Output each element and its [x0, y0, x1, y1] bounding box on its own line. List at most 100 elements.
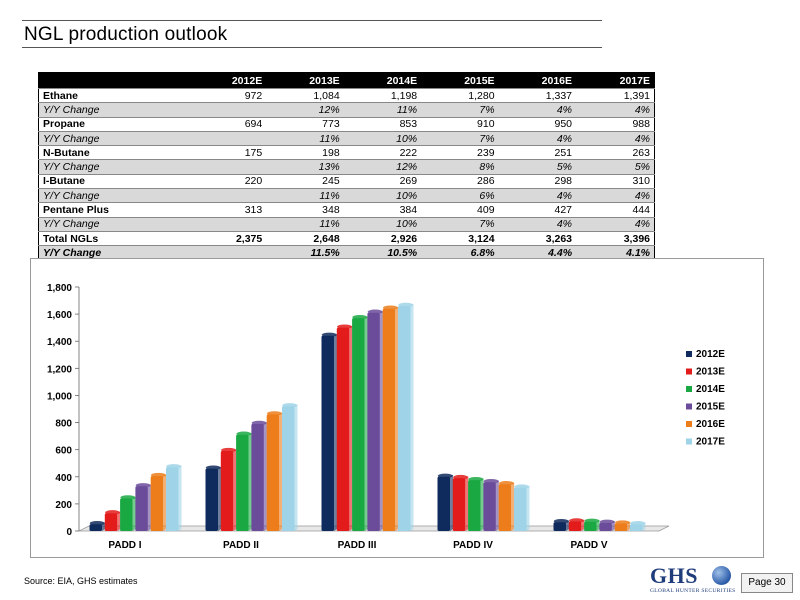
bar — [614, 523, 628, 531]
table-row: Pentane Plus 313 348 384 409 427 444 — [38, 202, 655, 218]
table-header-row: 2012E 2013E 2014E 2015E 2016E 2017E — [38, 72, 655, 89]
table-cell: 298 — [498, 173, 577, 189]
legend-label: 2012E — [696, 349, 725, 360]
table-cell: 6.8% — [421, 245, 499, 261]
bar — [483, 482, 496, 531]
table-row: Ethane 972 1,084 1,198 1,280 1,337 1,391 — [38, 87, 655, 103]
y-tick-label: 0 — [66, 527, 72, 538]
table-cell: 4% — [498, 130, 577, 146]
table-cell: 5% — [498, 159, 577, 175]
table-cell: 10.5% — [343, 245, 422, 261]
x-category-label: PADD I — [108, 540, 141, 551]
table-cell: 222 — [343, 145, 422, 160]
row-label: Y/Y Change — [38, 102, 189, 118]
bar-top-cap — [120, 495, 136, 500]
x-category-label: PADD III — [338, 540, 377, 551]
column-header: 2016E — [498, 72, 577, 89]
table-row: I-Butane 220 245 269 286 298 310 — [38, 173, 655, 189]
bar-side-face — [410, 303, 414, 531]
table-cell: 348 — [266, 202, 344, 218]
y-tick-label: 800 — [55, 419, 72, 430]
table-cell — [188, 216, 267, 232]
page-title: NGL production outlook — [24, 24, 228, 45]
table-cell: 251 — [498, 145, 577, 160]
table-cell: 4.4% — [498, 245, 577, 261]
bar-top-cap — [205, 465, 221, 470]
bar — [584, 521, 597, 531]
bar — [437, 476, 450, 531]
chart-container: 0 200 400 600 800 1,000 1,200 1,400 1,600 1,800 PA… — [30, 258, 764, 558]
bar — [135, 486, 148, 531]
column-header: 2012E — [188, 72, 267, 89]
title-top-rule — [22, 20, 602, 21]
row-label: Y/Y Change — [38, 245, 189, 261]
table-cell: 1,391 — [576, 87, 655, 103]
bar — [120, 498, 133, 531]
bar-side-face — [450, 474, 453, 531]
row-label: Y/Y Change — [38, 216, 189, 232]
bar-side-face — [147, 484, 151, 531]
bar-top-cap — [151, 472, 166, 478]
bar — [398, 305, 411, 531]
row-label: Propane — [38, 116, 189, 132]
bar — [367, 312, 380, 531]
row-label: Ethane — [38, 87, 189, 103]
table-cell: 11% — [266, 216, 344, 232]
table-cell: 4% — [498, 102, 577, 118]
bar-top-cap — [514, 484, 530, 489]
bar — [89, 524, 102, 531]
bar — [352, 318, 365, 531]
table-row-yoy-change: Y/Y Change 11% 10% 7% 4% 4% — [38, 216, 655, 232]
bar-top-cap — [437, 473, 453, 478]
table-cell: 950 — [498, 116, 577, 132]
bar-top-cap — [236, 431, 252, 436]
bar — [599, 522, 612, 531]
y-tick-label: 600 — [55, 446, 72, 457]
bar — [236, 434, 249, 531]
column-header — [38, 72, 189, 89]
legend-swatch — [686, 421, 692, 427]
y-tick-label: 200 — [55, 500, 72, 511]
bar-top-cap — [221, 447, 236, 453]
table-cell: 269 — [343, 173, 422, 189]
bar-top-cap — [499, 481, 514, 486]
table-cell: 409 — [421, 202, 499, 218]
bar-chart: 0 200 400 600 800 1,000 1,200 1,400 1,600 1,800 PA… — [47, 283, 725, 551]
bar-top-cap — [483, 479, 499, 484]
bar-side-face — [117, 511, 121, 531]
table-cell: 12% — [266, 102, 344, 118]
table-cell: 310 — [576, 173, 655, 189]
bar-side-face — [349, 325, 353, 531]
legend-swatch — [686, 438, 692, 445]
table-cell: 245 — [266, 173, 344, 189]
bar-side-face — [233, 449, 237, 531]
table-cell: 11% — [266, 130, 344, 146]
bar — [336, 327, 350, 531]
table-cell — [188, 188, 267, 203]
bar — [251, 423, 264, 531]
table-cell — [188, 245, 267, 261]
bar-side-face — [334, 333, 337, 531]
bar-side-face — [611, 520, 615, 531]
table-row-yoy-change: Y/Y Change 12% 11% 7% 4% 4% — [38, 102, 655, 118]
bar — [321, 335, 334, 531]
table-cell: 5% — [576, 159, 655, 175]
row-label: Y/Y Change — [38, 159, 189, 175]
bar — [104, 513, 118, 531]
table-cell: 4% — [576, 130, 655, 146]
table-cell: 853 — [343, 116, 422, 132]
row-label: Y/Y Change — [38, 188, 189, 203]
bar — [568, 521, 582, 531]
bar — [150, 476, 164, 531]
x-category-label: PADD IV — [453, 540, 493, 551]
table-cell: 7% — [421, 102, 499, 118]
source-note: Source: EIA, GHS estimates — [24, 576, 138, 586]
legend-label: 2016E — [696, 419, 725, 430]
bar-side-face — [379, 310, 383, 531]
bar-top-cap — [282, 403, 298, 408]
bar-top-cap — [135, 483, 151, 488]
logo-subtext: GLOBAL HUNTER SECURITIES — [650, 588, 736, 594]
bar-top-cap — [166, 464, 182, 469]
bar-side-face — [495, 480, 499, 531]
table-cell: 239 — [421, 145, 499, 160]
